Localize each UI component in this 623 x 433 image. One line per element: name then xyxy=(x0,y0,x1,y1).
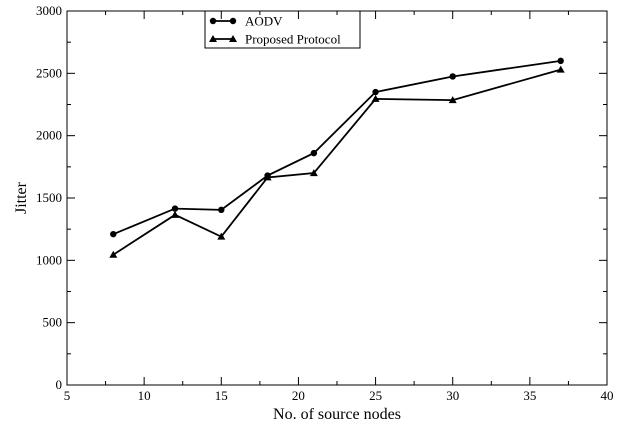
x-tick-label: 40 xyxy=(601,388,614,403)
data-point xyxy=(556,65,565,73)
x-tick-label: 25 xyxy=(369,388,382,403)
x-axis-title: No. of source nodes xyxy=(273,406,401,423)
series-layer xyxy=(109,57,565,258)
series-line xyxy=(112,68,561,256)
legend-marker xyxy=(209,17,217,25)
plot-frame xyxy=(66,10,608,386)
x-tick-label: 30 xyxy=(446,388,459,403)
data-point xyxy=(448,96,457,104)
data-point xyxy=(449,73,456,80)
x-tick-label: 35 xyxy=(523,388,536,403)
legend: AODV Proposed Protocol xyxy=(204,10,361,49)
data-point xyxy=(310,149,318,157)
series-proposed-protocol xyxy=(109,65,565,258)
data-point xyxy=(171,205,179,212)
data-point xyxy=(109,250,118,258)
axis-ticks: 5 10 15 20 25 30 35 40 0 500 1000 1500 2000 2500 3000 xyxy=(36,3,614,403)
series-aodv xyxy=(110,57,564,238)
y-tick-label: 500 xyxy=(43,315,63,330)
y-tick-label: 3000 xyxy=(36,3,62,18)
y-tick-label: 2000 xyxy=(36,128,62,143)
x-tick-label: 10 xyxy=(138,388,151,403)
data-point xyxy=(263,173,272,181)
data-point xyxy=(171,210,179,218)
series-line xyxy=(112,59,561,235)
data-point xyxy=(110,230,117,238)
legend-marker xyxy=(229,17,237,25)
legend-label: AODV xyxy=(245,14,283,29)
y-tick-label: 0 xyxy=(56,377,63,392)
data-point xyxy=(372,88,379,96)
x-tick-label: 20 xyxy=(292,388,305,403)
legend-box xyxy=(204,10,361,49)
data-point xyxy=(557,57,564,65)
x-tick-label: 15 xyxy=(215,388,228,403)
y-tick-label: 1000 xyxy=(36,252,62,267)
legend-marker xyxy=(229,35,237,42)
data-point xyxy=(309,169,318,177)
legend-marker xyxy=(209,35,217,42)
data-point xyxy=(218,206,225,214)
data-point xyxy=(371,94,380,102)
x-tick-label: 5 xyxy=(64,388,71,403)
y-axis-title: Jitter xyxy=(13,181,30,214)
y-tick-label: 1500 xyxy=(36,190,62,205)
data-point xyxy=(217,232,226,240)
legend-label: Proposed Protocol xyxy=(245,32,341,47)
y-tick-label: 2500 xyxy=(36,65,62,80)
